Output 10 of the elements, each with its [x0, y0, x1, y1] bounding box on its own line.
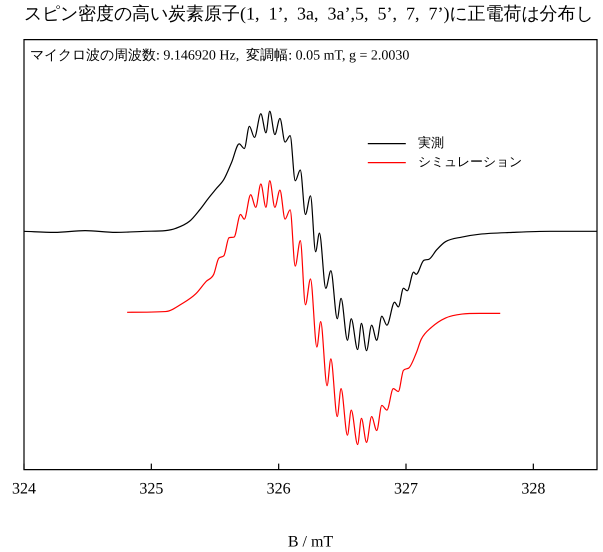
chart-title: スピン密度の高い炭素原子(1, 1’, 3a, 3a’,5, 5’, 7, 7’)に正電荷は分布し [24, 4, 594, 24]
x-tick-label: 324 [12, 480, 36, 498]
x-tick-label: 326 [266, 480, 291, 498]
x-tick-label: 327 [394, 480, 418, 498]
x-tick-label: 325 [139, 480, 164, 498]
legend-label: 実測 [418, 135, 444, 150]
legend-label: シミュレーション [418, 154, 522, 170]
x-tick-label: 328 [521, 480, 546, 498]
text: マイクロ波の周波数: 9.146920 Hz, 変調幅: 0.05 mT, g = 2.0030 [30, 47, 410, 64]
x-axis-title: B / mT [288, 534, 334, 551]
